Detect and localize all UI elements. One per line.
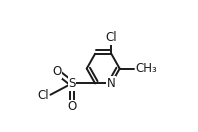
Text: CH₃: CH₃ xyxy=(135,62,157,75)
Text: O: O xyxy=(52,65,62,78)
Text: O: O xyxy=(67,100,76,113)
Text: Cl: Cl xyxy=(106,31,117,44)
Text: N: N xyxy=(107,77,116,90)
Text: S: S xyxy=(68,77,76,90)
Text: Cl: Cl xyxy=(37,89,49,102)
